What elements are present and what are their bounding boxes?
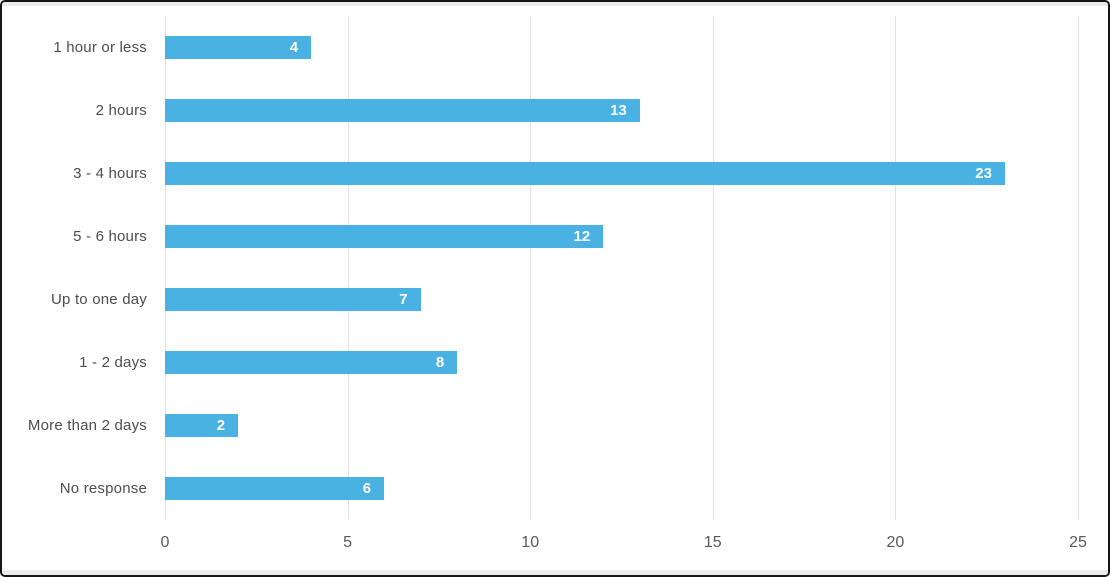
bar: 4 [165, 36, 312, 59]
plot-area: 4 13 23 12 7 8 2 6 [165, 16, 1079, 520]
bar-value-label: 12 [573, 228, 591, 245]
category-label: 2 hours [95, 102, 147, 119]
gridline [1078, 16, 1079, 520]
gridline [712, 16, 714, 520]
bar: 23 [165, 162, 1005, 185]
x-tick-label: 10 [521, 534, 540, 551]
bar: 8 [165, 351, 458, 374]
x-tick-label: 5 [343, 534, 353, 551]
category-labels: 1 hour or less 2 hours 3 - 4 hours 5 - 6 ho… [2, 16, 165, 520]
bar-value-label: 2 [216, 417, 226, 434]
x-tick-label: 15 [703, 534, 722, 551]
bar-value-label: 8 [435, 354, 445, 371]
x-tick-label: 0 [160, 534, 170, 551]
bar: 6 [165, 477, 385, 500]
category-label: 3 - 4 hours [73, 165, 147, 182]
gridline [165, 16, 166, 520]
x-axis-wrap: 0 5 10 15 20 25 [2, 520, 1087, 564]
bar: 13 [165, 99, 640, 122]
bar-row: 12 [165, 205, 1078, 268]
bar-row: 23 [165, 142, 1078, 205]
category-label: More than 2 days [27, 417, 147, 434]
bar-row: 8 [165, 331, 1078, 394]
bar-chart: 1 hour or less 2 hours 3 - 4 hours 5 - 6 ho… [2, 6, 1108, 564]
bar-row: 13 [165, 79, 1078, 142]
bar-row: 4 [165, 16, 1078, 79]
category-label: No response [59, 480, 147, 497]
x-tick-label: 25 [1069, 534, 1087, 551]
bar-value-label: 23 [975, 165, 992, 182]
top-edge-strip [2, 2, 1108, 6]
gridline [530, 16, 532, 520]
bar-row: 7 [165, 268, 1078, 331]
bar: 7 [165, 288, 421, 311]
bar-value-label: 6 [362, 480, 372, 497]
bar-value-label: 13 [610, 102, 627, 119]
bar-value-label: 4 [289, 39, 299, 56]
gridline [347, 16, 349, 520]
bottom-edge-strip [2, 570, 1108, 575]
x-axis: 0 5 10 15 20 25 [161, 520, 1087, 564]
bar: 2 [165, 414, 239, 437]
bar-row: 6 [165, 457, 1078, 520]
x-tick-label: 20 [886, 534, 905, 551]
bar-row: 2 [165, 394, 1078, 457]
category-label: 1 hour or less [53, 39, 147, 56]
bar: 12 [165, 225, 604, 248]
x-axis-spacer [2, 520, 165, 564]
bar-value-label: 7 [399, 291, 408, 308]
category-label: Up to one day [51, 291, 147, 308]
category-label: 5 - 6 hours [73, 228, 147, 245]
category-label: 1 - 2 days [79, 354, 147, 371]
gridline [895, 16, 897, 520]
chart-body: 1 hour or less 2 hours 3 - 4 hours 5 - 6 ho… [2, 16, 1079, 520]
